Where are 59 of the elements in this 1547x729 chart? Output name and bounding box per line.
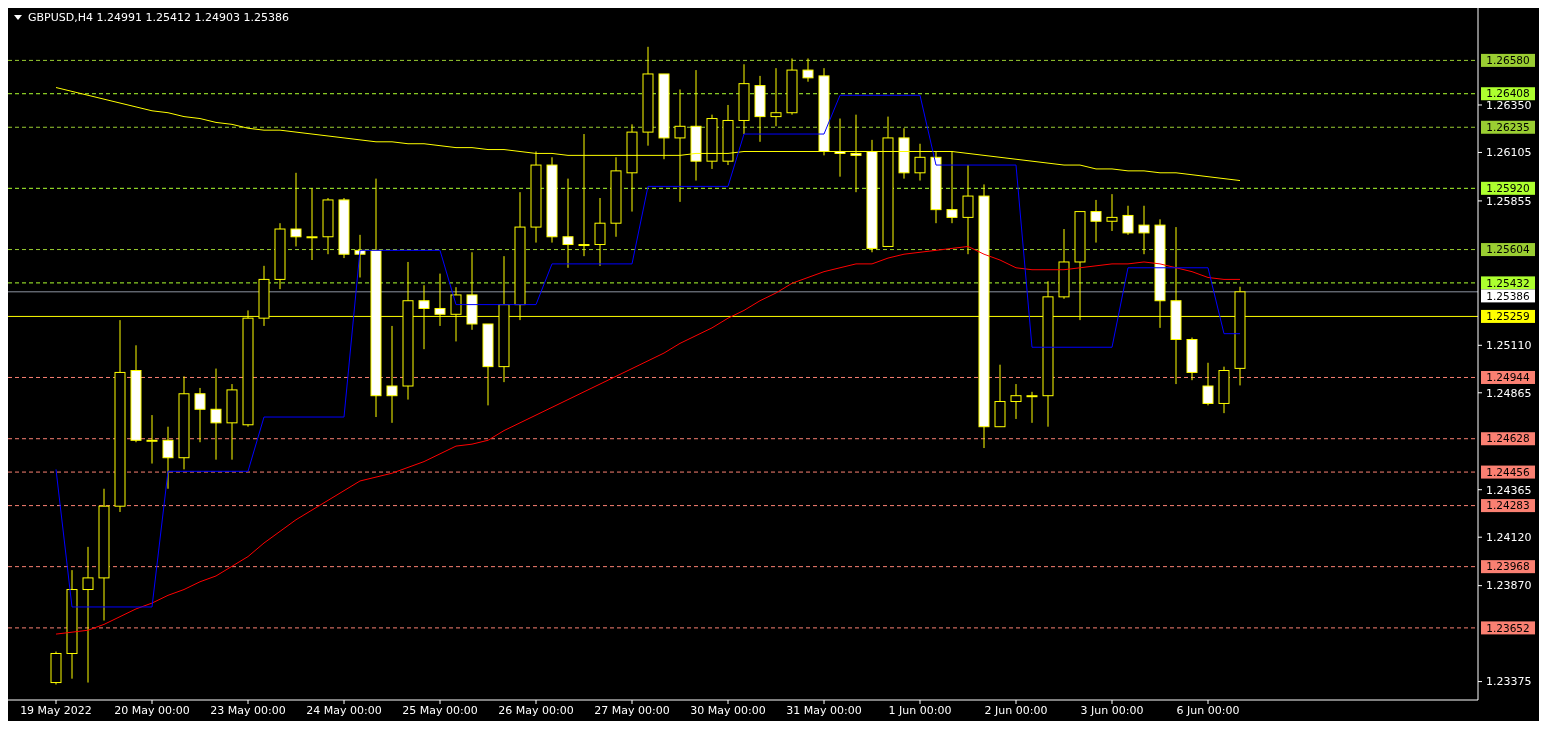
x-tick-label: 6 Jun 00:00 (1176, 703, 1240, 717)
line-series (55, 245, 1241, 635)
candlestick (1202, 362, 1214, 406)
ref-line-label: 1.23652 (1486, 621, 1530, 634)
candlestick (1026, 391, 1038, 424)
x-tick-label: 25 May 00:00 (402, 703, 478, 717)
ref-line-label: 1.26408 (1486, 87, 1530, 100)
candlestick (562, 178, 574, 269)
candlestick (1122, 205, 1134, 236)
y-tick-label: 1.23375 (1486, 675, 1532, 689)
line-series (55, 94, 1241, 608)
y-tick-label: 1.25110 (1486, 339, 1532, 353)
ref-line-label: 1.25604 (1486, 243, 1531, 256)
ref-line-label: 1.24944 (1486, 371, 1531, 384)
candlestick (962, 164, 974, 255)
x-tick-label: 23 May 00:00 (210, 703, 286, 717)
candlestick (1010, 383, 1022, 420)
candlestick (162, 426, 174, 490)
y-tick-label: 1.24120 (1486, 531, 1532, 545)
candlestick (594, 197, 606, 267)
candlestick (290, 172, 302, 247)
x-tick-label: 1 Jun 00:00 (888, 703, 952, 717)
x-tick-label: 30 May 00:00 (690, 703, 766, 717)
x-tick-label: 19 May 2022 (20, 703, 92, 717)
ref-line-label: 1.25259 (1486, 310, 1530, 323)
x-tick-label: 31 May 00:00 (786, 703, 862, 717)
candlestick (770, 67, 782, 127)
ref-line-label: 1.23968 (1486, 560, 1530, 573)
candlestick (1138, 205, 1150, 255)
ref-line-label: 1.26580 (1486, 54, 1530, 67)
candlestick (194, 387, 206, 443)
y-tick-label: 1.26105 (1486, 146, 1532, 160)
y-tick-label: 1.24865 (1486, 386, 1532, 400)
candlestick (1106, 193, 1118, 232)
candlestick (82, 546, 94, 684)
chart-title: GBPUSD,H4 1.24991 1.25412 1.24903 1.25386 (28, 11, 289, 24)
y-tick-label: 1.26350 (1486, 98, 1532, 112)
ref-line-label: 1.26235 (1486, 120, 1530, 133)
ref-line-label: 1.24456 (1486, 465, 1531, 478)
x-tick-label: 2 Jun 00:00 (984, 703, 1048, 717)
x-tick-label: 20 May 00:00 (114, 703, 190, 717)
candlestick (802, 57, 814, 83)
y-tick-label: 1.23870 (1486, 579, 1532, 593)
ref-line-label: 1.24283 (1486, 499, 1530, 512)
candlestick (146, 414, 158, 465)
candlestick (210, 368, 222, 461)
x-tick-label: 27 May 00:00 (594, 703, 670, 717)
x-tick-label: 26 May 00:00 (498, 703, 574, 717)
candlestick (1090, 199, 1102, 244)
x-tick-label: 3 Jun 00:00 (1080, 703, 1144, 717)
y-tick-label: 1.24365 (1486, 483, 1532, 497)
y-tick-label: 1.25855 (1486, 194, 1532, 208)
candlestick (386, 325, 398, 424)
x-tick-label: 24 May 00:00 (306, 703, 382, 717)
ref-line-label: 1.25920 (1486, 181, 1530, 194)
ref-line-label: 1.24628 (1486, 432, 1530, 445)
ref-line-label: 1.25432 (1486, 276, 1530, 289)
candlestick (306, 187, 318, 261)
ref-line-label: 1.25386 (1486, 289, 1531, 302)
